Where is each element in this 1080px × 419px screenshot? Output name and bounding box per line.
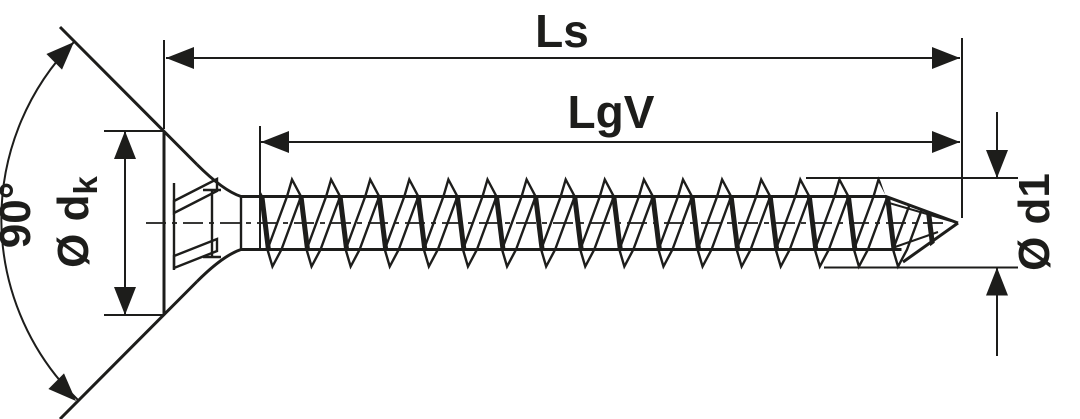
head-angle-arc (0, 41, 79, 401)
cone-extension-line-bottom (58, 280, 199, 419)
dk-arrow-bottom (114, 287, 136, 315)
label-thread-length: LgV (568, 86, 655, 138)
lgv-arrow-right (932, 131, 960, 153)
angle-arc-arrow-top (46, 42, 74, 70)
label-head-diameter-subscript: k (67, 176, 104, 195)
head-taper-bottom (195, 248, 242, 283)
d1-arrow-top (986, 150, 1008, 178)
d1-arrow-bottom (986, 267, 1008, 296)
drive-recess (172, 177, 221, 270)
dimension-dk-lines (104, 130, 163, 316)
tip-runout-line-2 (894, 231, 939, 248)
screw-head (58, 25, 243, 419)
label-head-diameter-main: Ø d (49, 195, 98, 268)
label-thread-diameter: Ø d1 (1010, 173, 1059, 271)
screw-core (241, 195, 902, 251)
dimension-lgv-lines (259, 126, 960, 250)
screw-tip (885, 195, 959, 264)
tip-edge-bottom (902, 221, 959, 264)
angle-arc-arrow-bottom (48, 373, 76, 401)
recess-slot-bottom (172, 237, 219, 270)
label-head-diameter: Ø dk (49, 176, 104, 268)
tip-runout-line-1 (888, 202, 952, 222)
lgv-arrow-left (261, 131, 289, 153)
dimension-labels: Ls LgV 90° Ø dk Ø d1 (0, 5, 1059, 271)
line-work (0, 25, 1018, 419)
dimension-arrowheads (46, 42, 1008, 401)
dk-arrow-top (114, 131, 136, 159)
label-head-angle: 90° (0, 182, 40, 249)
head-taper-top (195, 163, 242, 198)
label-total-length: Ls (535, 5, 589, 57)
dimension-ls-lines (163, 38, 963, 218)
ls-arrow-right (932, 47, 960, 69)
ls-arrow-left (166, 47, 194, 69)
cone-extension-line-top (58, 25, 199, 166)
